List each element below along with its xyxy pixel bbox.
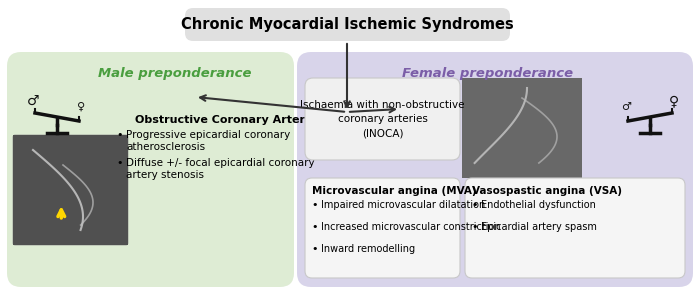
Bar: [462, 78, 582, 178]
Text: Vasospastic angina (VSA): Vasospastic angina (VSA): [472, 186, 622, 196]
FancyBboxPatch shape: [185, 8, 510, 41]
Text: •: •: [117, 130, 123, 140]
Text: •: •: [117, 158, 123, 168]
Text: Endothelial dysfunction: Endothelial dysfunction: [481, 200, 596, 210]
Text: Ischaemia with non-obstructive
coronary arteries
(INOCA): Ischaemia with non-obstructive coronary …: [300, 100, 465, 138]
Text: •: •: [472, 200, 478, 210]
Text: ♀: ♀: [669, 94, 679, 108]
FancyBboxPatch shape: [297, 52, 693, 287]
Text: Microvascular angina (MVA): Microvascular angina (MVA): [312, 186, 477, 196]
Text: Progressive epicardial coronary
atherosclerosis: Progressive epicardial coronary atherosc…: [126, 130, 290, 153]
Text: •: •: [312, 200, 318, 210]
FancyBboxPatch shape: [7, 52, 294, 287]
Text: ♀: ♀: [77, 102, 85, 112]
Text: Diffuse +/- focal epicardial coronary
artery stenosis: Diffuse +/- focal epicardial coronary ar…: [126, 158, 314, 180]
Text: Female preponderance: Female preponderance: [402, 66, 573, 79]
Bar: [13, 135, 128, 245]
Text: Inward remodelling: Inward remodelling: [321, 244, 415, 254]
Text: •: •: [312, 222, 318, 232]
Text: Increased microvascular constriction: Increased microvascular constriction: [321, 222, 500, 232]
Text: ♂: ♂: [27, 94, 39, 108]
Text: Chronic Myocardial Ischemic Syndromes: Chronic Myocardial Ischemic Syndromes: [181, 17, 514, 32]
Text: Male preponderance: Male preponderance: [98, 66, 252, 79]
Text: •: •: [472, 222, 478, 232]
FancyBboxPatch shape: [13, 135, 128, 245]
FancyBboxPatch shape: [305, 78, 460, 160]
Text: •: •: [312, 244, 318, 254]
FancyBboxPatch shape: [465, 178, 685, 278]
Text: ♂: ♂: [621, 102, 631, 112]
FancyBboxPatch shape: [305, 178, 460, 278]
Text: Impaired microvascular dilatation: Impaired microvascular dilatation: [321, 200, 485, 210]
Text: Epicardial artery spasm: Epicardial artery spasm: [481, 222, 597, 232]
Text: Obstructive Coronary Artery Disease: Obstructive Coronary Artery Disease: [135, 115, 365, 125]
